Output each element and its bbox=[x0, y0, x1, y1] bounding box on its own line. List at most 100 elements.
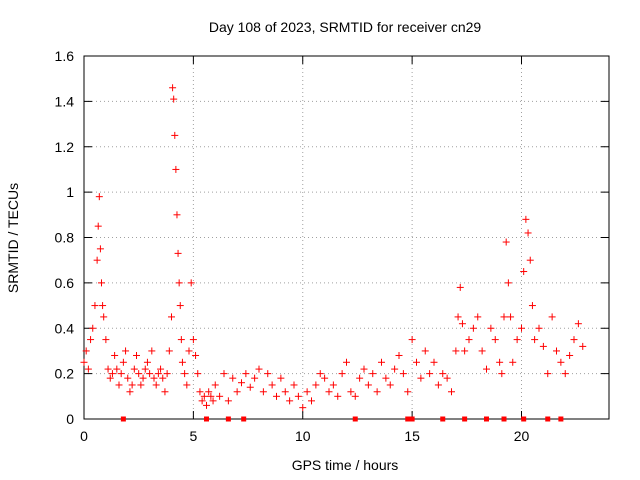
y-tick-label: 1.6 bbox=[55, 48, 75, 64]
data-point bbox=[290, 381, 298, 389]
data-point bbox=[264, 370, 272, 378]
data-point bbox=[469, 324, 477, 332]
data-point bbox=[173, 211, 181, 219]
grid bbox=[84, 56, 609, 419]
data-point bbox=[93, 256, 101, 264]
data-point bbox=[135, 370, 143, 378]
data-point bbox=[373, 388, 381, 396]
data-point bbox=[343, 358, 350, 366]
data-point bbox=[220, 370, 228, 378]
data-point bbox=[478, 347, 486, 355]
data-point bbox=[321, 374, 329, 382]
data-point bbox=[150, 374, 158, 382]
y-tick-label: 0.4 bbox=[55, 320, 75, 336]
data-point bbox=[426, 370, 434, 378]
data-point bbox=[369, 370, 377, 378]
data-point bbox=[171, 131, 179, 139]
data-point bbox=[192, 351, 200, 359]
data-point bbox=[216, 392, 224, 400]
y-tick-label: 0.8 bbox=[55, 230, 75, 246]
data-point bbox=[194, 370, 202, 378]
data-point bbox=[544, 370, 552, 378]
data-point bbox=[566, 351, 574, 359]
data-point bbox=[448, 388, 455, 396]
data-point bbox=[187, 279, 195, 287]
data-point bbox=[325, 388, 333, 396]
data-point bbox=[143, 358, 151, 366]
data-point bbox=[518, 324, 525, 332]
data-point bbox=[513, 336, 521, 344]
data-point bbox=[128, 381, 136, 389]
data-point bbox=[399, 370, 407, 378]
data-point bbox=[452, 347, 460, 355]
data-point bbox=[553, 347, 560, 355]
data-point bbox=[421, 347, 429, 355]
data-point bbox=[96, 245, 104, 253]
data-point bbox=[133, 351, 140, 359]
data-point bbox=[454, 313, 462, 321]
data-point bbox=[141, 365, 149, 373]
zero-marker bbox=[545, 416, 551, 422]
data-point bbox=[205, 388, 213, 396]
data-point bbox=[395, 351, 403, 359]
data-point bbox=[504, 279, 512, 287]
data-points bbox=[80, 84, 587, 412]
data-point bbox=[561, 370, 569, 378]
data-point bbox=[117, 370, 125, 378]
data-point bbox=[137, 381, 145, 389]
zero-marker bbox=[405, 416, 411, 422]
zero-marker bbox=[225, 416, 231, 422]
data-point bbox=[238, 379, 245, 387]
zero-marker bbox=[484, 416, 489, 422]
data-point bbox=[163, 370, 171, 378]
data-point bbox=[229, 374, 237, 382]
data-point bbox=[172, 165, 180, 173]
data-point bbox=[157, 365, 165, 373]
data-point bbox=[364, 381, 372, 389]
data-point bbox=[329, 381, 337, 389]
data-point bbox=[334, 392, 342, 400]
x-tick-label: 0 bbox=[80, 428, 88, 444]
data-point bbox=[351, 392, 359, 400]
x-tick-label: 15 bbox=[404, 428, 420, 444]
data-point bbox=[200, 392, 208, 400]
data-point bbox=[303, 388, 311, 396]
data-point bbox=[360, 365, 368, 373]
data-point bbox=[224, 397, 232, 405]
data-point bbox=[570, 336, 578, 344]
data-point bbox=[89, 324, 97, 332]
data-point bbox=[548, 313, 556, 321]
data-point bbox=[91, 302, 99, 310]
zero-marker bbox=[462, 416, 468, 422]
data-point bbox=[146, 370, 154, 378]
data-point bbox=[209, 397, 217, 405]
y-tick-label: 1.2 bbox=[55, 139, 75, 155]
data-point bbox=[413, 358, 420, 366]
data-point bbox=[338, 370, 346, 378]
data-point bbox=[104, 365, 112, 373]
data-point bbox=[106, 374, 114, 382]
data-point bbox=[98, 279, 105, 287]
data-point bbox=[211, 381, 219, 389]
data-point bbox=[196, 388, 204, 396]
data-point bbox=[185, 347, 193, 355]
tick-labels: 0 0.2 0.4 0.6 0.8 1 1.2 1.4 1.6 0 5 10 15 20 bbox=[55, 48, 530, 444]
data-point bbox=[80, 358, 88, 366]
data-point bbox=[294, 392, 302, 400]
zero-marker bbox=[352, 416, 358, 422]
data-point bbox=[124, 374, 132, 382]
data-point bbox=[574, 320, 582, 328]
data-point bbox=[458, 320, 466, 328]
data-point bbox=[356, 374, 364, 382]
zero-markers bbox=[120, 416, 564, 422]
data-point bbox=[286, 397, 294, 405]
data-point bbox=[159, 374, 167, 382]
data-point bbox=[84, 365, 92, 373]
data-point bbox=[273, 392, 280, 400]
data-point bbox=[259, 388, 267, 396]
data-point bbox=[579, 342, 587, 350]
data-point bbox=[100, 313, 108, 321]
zero-marker bbox=[409, 416, 415, 422]
data-point bbox=[496, 358, 504, 366]
data-point bbox=[461, 347, 469, 355]
